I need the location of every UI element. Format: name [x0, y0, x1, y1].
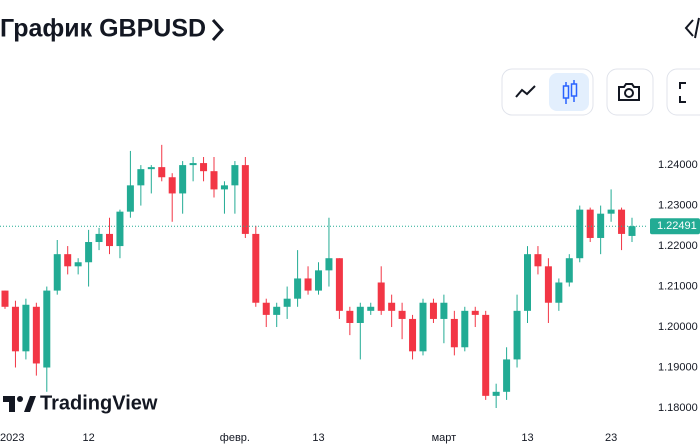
candle-body	[482, 314, 490, 396]
candle-body	[231, 165, 239, 186]
line-style-button[interactable]	[515, 85, 536, 98]
candle-body	[273, 306, 281, 315]
logo-mark	[3, 396, 15, 412]
logo-mark	[24, 396, 36, 412]
candle-body	[74, 262, 82, 267]
candle-body	[32, 306, 40, 364]
candle-body	[168, 177, 176, 194]
logo-mark	[17, 396, 23, 402]
candle-body	[11, 306, 19, 352]
candle-body	[158, 167, 166, 178]
page-title[interactable]: График GBPUSD	[0, 15, 206, 43]
fullscreen-icon	[679, 82, 686, 103]
candle-body	[85, 242, 93, 263]
candle-body	[315, 270, 322, 291]
fullscreen-button[interactable]	[666, 68, 700, 116]
plot-area: 1.24000 1.23000 1.22000 1.21000 1.20000 1.190…	[0, 144, 700, 444]
candle-body	[346, 310, 354, 323]
candle-body	[179, 165, 187, 194]
candle-body	[95, 233, 103, 243]
candle-body	[210, 171, 218, 190]
y-tick-label: 1.19000	[658, 361, 698, 373]
candle-body	[356, 306, 364, 323]
candle-icon	[570, 83, 578, 97]
y-tick-label: 1.18000	[658, 402, 698, 414]
candle-body	[106, 233, 113, 247]
snapshot-button[interactable]	[606, 68, 654, 116]
embed-icon[interactable]	[684, 17, 700, 39]
y-tick-label: 1.22000	[658, 240, 698, 252]
y-tick-label: 1.21000	[658, 280, 698, 292]
title-chevron[interactable]	[211, 18, 225, 42]
x-tick-label: 2023	[0, 432, 24, 444]
y-tick-label: 1.20000	[658, 321, 698, 333]
candle-body	[576, 209, 584, 259]
candle-body	[147, 167, 155, 170]
candle-body	[461, 310, 469, 348]
camera-icon	[618, 83, 640, 101]
candle-body	[565, 258, 573, 283]
candle-body	[524, 254, 531, 311]
x-tick-label: 23	[605, 432, 617, 444]
candle-body	[1, 290, 9, 307]
candle-body	[283, 298, 291, 307]
candle-body	[618, 209, 626, 234]
candle-body	[607, 209, 615, 214]
candle-body	[388, 302, 396, 311]
candle-body	[429, 302, 437, 319]
candle-body	[294, 278, 302, 299]
y-tick-label: 1.23000	[658, 199, 698, 211]
candle-body	[628, 226, 636, 236]
x-tick-label: 13	[312, 432, 324, 444]
candle-body	[513, 310, 521, 360]
candle-body	[398, 310, 406, 319]
chart-style-toggle	[501, 68, 594, 116]
candle-body	[220, 185, 228, 190]
candle-body	[241, 165, 249, 234]
y-tick-label: 1.24000	[658, 159, 698, 171]
x-tick-label: 13	[521, 432, 533, 444]
candle-body	[335, 258, 343, 311]
candle-body	[419, 302, 427, 352]
candle-body	[137, 169, 145, 186]
candle-body	[586, 209, 594, 238]
candle-body	[377, 282, 385, 311]
candle-body	[43, 290, 51, 368]
x-tick-label: март	[432, 432, 457, 444]
candle-body	[367, 306, 375, 311]
current-price-badge	[650, 218, 700, 235]
candle-body	[116, 211, 124, 247]
candle-body	[126, 185, 134, 212]
candle-body	[492, 391, 500, 396]
candle-body	[555, 282, 563, 303]
candle-body	[503, 359, 511, 392]
candle-body	[534, 254, 542, 267]
candle-body	[53, 254, 61, 291]
candle-body	[304, 278, 312, 291]
x-tick-label: февр.	[220, 432, 250, 444]
candle-icon	[562, 85, 570, 99]
x-tick-label: 12	[82, 432, 94, 444]
candle-body	[325, 258, 333, 271]
candle-body	[440, 302, 448, 319]
brand-name: TradingView	[40, 392, 158, 414]
candle-body	[189, 163, 197, 166]
candle-body	[22, 304, 30, 352]
brand-logo: TradingView	[3, 392, 158, 414]
candle-body	[544, 266, 552, 303]
candle-body	[262, 302, 270, 315]
candle-body	[471, 310, 479, 315]
candle-body	[64, 254, 72, 267]
candle-body	[409, 318, 417, 352]
candle-body	[252, 233, 260, 303]
candle-body	[200, 163, 208, 172]
current-price-label: 1.22491	[657, 220, 697, 232]
candle-body	[450, 318, 458, 348]
camera-icon	[624, 88, 634, 98]
